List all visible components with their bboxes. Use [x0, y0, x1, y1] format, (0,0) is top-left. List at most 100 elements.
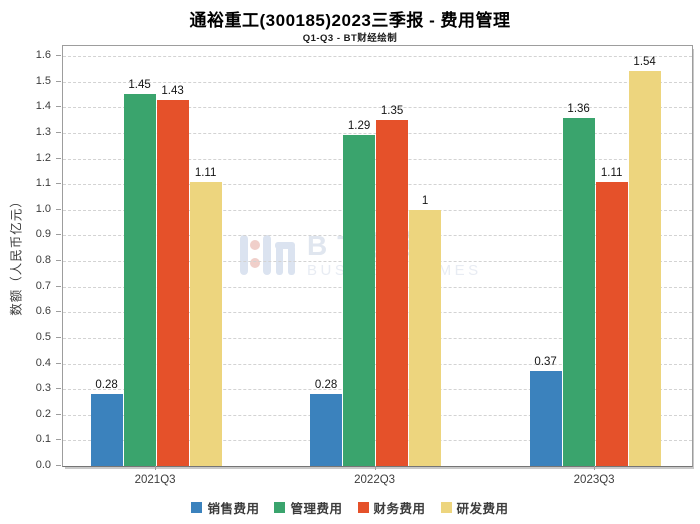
bar-value-label: 0.28	[95, 379, 118, 392]
bar-slot: 0.28	[90, 46, 123, 466]
y-tick-mark	[56, 362, 61, 364]
bt-finance-logo-icon	[240, 235, 295, 275]
y-tick-label: 0.5	[35, 330, 51, 343]
gridline	[63, 56, 692, 57]
y-tick-mark	[56, 183, 61, 185]
gridline	[63, 81, 692, 83]
legend-item: 财务费用	[357, 498, 426, 517]
bar	[529, 371, 562, 466]
y-tick-label: 0.6	[35, 305, 51, 318]
bar-value-label: 1.36	[567, 102, 590, 115]
y-tick-label: 0.0	[35, 459, 51, 471]
bar-slot: 1.45	[123, 46, 156, 466]
bar-value-label: 1.29	[347, 120, 371, 133]
bar	[376, 120, 409, 466]
bar-value-label: 1.35	[380, 105, 404, 118]
legend-item: 研发费用	[440, 498, 509, 517]
y-tick-label: 0.9	[35, 228, 51, 241]
bar-group: 0.37 1.36 1.11 1.54	[529, 46, 661, 466]
bar	[343, 135, 376, 466]
y-tick-label: 0.7	[35, 279, 51, 292]
legend-item-label: 研发费用	[456, 501, 509, 516]
bar-slot: 0.37	[529, 46, 562, 466]
legend: 销售费用 管理费用 财务费用 研发费用	[0, 497, 700, 517]
y-tick-mark	[56, 80, 61, 82]
y-tick-mark	[56, 285, 61, 287]
chart-subtitle: Q1-Q3 - BT财经绘制	[302, 33, 398, 44]
legend-item: 管理费用	[274, 498, 342, 517]
bar-value-label: 1.11	[600, 166, 623, 179]
y-tick-label: 0.2	[35, 407, 51, 420]
y-axis: 0.0 0.1 0.2 0.3 0.4 0.5 0.6 0.7 0.8 0.9 1.0 1.1 1.2 1…	[0, 45, 62, 471]
bar-slot: 1	[409, 46, 442, 466]
y-tick-mark	[56, 465, 61, 466]
x-tick-mark	[374, 466, 376, 470]
bar	[409, 209, 442, 466]
bar-value-label: 1.45	[128, 79, 151, 92]
bar-value-label: 1.43	[161, 84, 184, 97]
bar-value-label: 1	[421, 194, 429, 207]
bar-value-label: 0.37	[534, 356, 557, 369]
y-tick-mark	[56, 157, 61, 159]
x-tick-label: 2023Q3	[573, 474, 615, 486]
y-tick-label: 1.1	[35, 177, 51, 190]
bar-slot: 1.54	[628, 46, 661, 466]
bar-group: 0.28 1.29 1.35 1	[310, 46, 442, 466]
bar-slot: 1.11	[189, 46, 222, 466]
legend-item: 销售费用	[191, 498, 259, 517]
chart-title: 通裕重工(300185)2023三季报 - 费用管理	[189, 11, 511, 30]
y-tick-mark	[56, 131, 61, 133]
y-tick-mark	[56, 413, 61, 415]
y-tick-mark	[56, 208, 61, 210]
y-tick-mark	[56, 388, 61, 390]
bar-slot: 1.36	[562, 46, 595, 466]
x-tick-mark	[594, 466, 596, 470]
y-tick-mark	[56, 260, 61, 261]
legend-item-label: 销售费用	[207, 501, 260, 516]
bar	[189, 181, 222, 466]
legend-item-label: 财务费用	[373, 501, 426, 516]
y-tick-mark	[56, 336, 61, 338]
y-tick-label: 0.1	[35, 433, 51, 446]
bar-slot: 0.28	[310, 46, 343, 466]
bar	[156, 99, 189, 466]
bar	[628, 71, 661, 466]
x-tick-label: 2022Q3	[354, 474, 396, 486]
bar-group: 0.28 1.45 1.43 1.11	[90, 46, 222, 466]
y-tick-label: 1.3	[35, 125, 51, 138]
bar-slot: 1.11	[595, 46, 628, 466]
y-tick-mark	[56, 234, 61, 236]
y-tick-label: 1.4	[35, 100, 51, 113]
y-tick-mark	[56, 439, 61, 441]
legend-item-label: 管理费用	[290, 501, 343, 516]
x-tick-label: 2021Q3	[134, 474, 176, 486]
bar-value-label: 1.11	[194, 166, 217, 179]
legend-swatch	[191, 501, 203, 513]
legend-swatch	[440, 501, 452, 513]
y-tick-mark	[56, 55, 61, 56]
y-tick-label: 1.5	[35, 74, 51, 87]
bar-slot: 1.43	[156, 46, 189, 466]
y-tick-label: 0.8	[35, 254, 51, 266]
bar	[562, 117, 595, 466]
bar	[310, 394, 343, 466]
y-tick-label: 1.6	[35, 49, 51, 61]
legend-swatch	[357, 501, 369, 513]
bar-slot: 1.35	[376, 46, 409, 466]
gridline	[63, 107, 692, 109]
y-tick-label: 0.4	[35, 356, 51, 369]
plot-area: BT财经 BUSINESS TIMES 0.281.451.431.110.28…	[62, 45, 693, 467]
legend-swatch	[274, 501, 286, 513]
x-axis: 2021Q3 2022Q3 2023Q3	[62, 466, 691, 492]
bar-value-label: 0.28	[314, 379, 338, 392]
y-tick-label: 1.0	[35, 202, 51, 215]
y-tick-mark	[56, 311, 61, 313]
y-tick-label: 1.2	[35, 151, 51, 164]
x-tick-mark	[155, 466, 157, 470]
bar-slot: 1.29	[343, 46, 376, 466]
y-tick-label: 0.3	[35, 382, 51, 395]
bar	[595, 181, 628, 466]
bar-value-label: 1.54	[633, 56, 656, 69]
bar	[123, 94, 156, 466]
bar	[90, 394, 123, 466]
